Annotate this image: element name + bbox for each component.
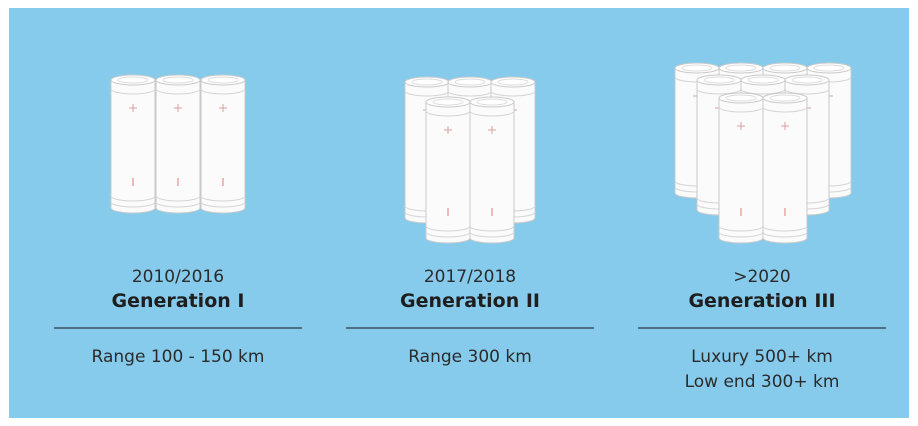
infographic: 2010/2016 Generation I Range 100 - 150 km 2…: [0, 0, 918, 426]
cell-body: [111, 80, 155, 213]
battery-cell: [763, 93, 807, 243]
range: Range 300 km: [408, 347, 532, 367]
generation: Generation III: [688, 290, 835, 312]
battery-cell: [201, 75, 245, 213]
battery-cell: [156, 75, 200, 213]
generation: Generation I: [112, 290, 245, 312]
battery-cell: [719, 93, 763, 243]
cell-body: [426, 102, 470, 243]
range: Range 100 - 150 km: [92, 347, 265, 367]
period: 2010/2016: [132, 267, 224, 287]
range: Luxury 500+ km: [691, 347, 833, 367]
generation: Generation II: [400, 290, 540, 312]
cell-body: [470, 102, 514, 243]
cell-body: [156, 80, 200, 213]
cell-body: [201, 80, 245, 213]
cell-body: [763, 98, 807, 243]
battery-cell: [426, 97, 470, 243]
cell-body: [719, 98, 763, 243]
battery-cell: [111, 75, 155, 213]
period: 2017/2018: [424, 267, 516, 287]
battery-cell: [470, 97, 514, 243]
period: >2020: [733, 267, 791, 287]
range: Low end 300+ km: [685, 372, 840, 392]
